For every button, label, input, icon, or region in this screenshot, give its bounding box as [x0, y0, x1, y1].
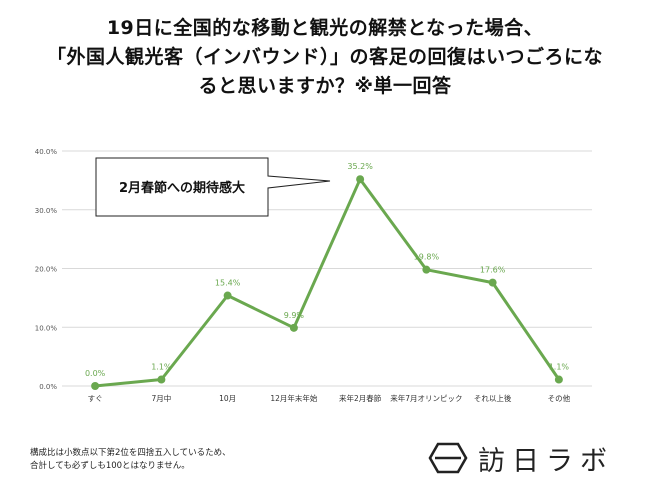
- y-tick-label: 20.0%: [35, 266, 58, 274]
- series-line: [94, 177, 561, 388]
- footnote-line-1: 構成比は小数点以下第2位を四捨五入しているため、: [30, 448, 231, 458]
- y-tick-label: 10.0%: [35, 324, 58, 332]
- title-line-1: 19日に全国的な移動と観光の解禁となった場合、: [106, 17, 544, 39]
- x-tick-label: 来年2月春節: [339, 393, 382, 403]
- title-line-3: ると思いますか？※単一回答: [198, 75, 452, 97]
- data-point: [157, 375, 166, 384]
- data-point: [223, 291, 232, 300]
- data-points: [91, 175, 563, 390]
- x-tick-label: 12月年末年始: [270, 393, 318, 403]
- data-point: [488, 278, 497, 287]
- x-tick-label: その他: [548, 393, 571, 403]
- data-labels: 0.0% 1.1% 15.4% 9.9% 35.2% 19.8% 17.6% 1.1%: [85, 162, 569, 378]
- data-label: 1.1%: [151, 363, 172, 372]
- callout: 2月春節への期待感大: [95, 157, 331, 217]
- x-tick-label: それ以上後: [474, 393, 512, 403]
- x-tick-label: 10月: [219, 394, 236, 403]
- y-tick-label: 0.0%: [39, 383, 57, 391]
- series-line-path: [94, 177, 561, 388]
- callout-text: 2月春節への期待感大: [119, 180, 245, 196]
- callout-box: [95, 157, 331, 217]
- x-tick-label: 来年7月オリンピック: [390, 393, 462, 403]
- data-point: [356, 175, 365, 184]
- logo: 訪日ラボ: [428, 441, 614, 477]
- title-line-2: 「外国人観光客（インバウンド）」の客足の回復はいつごろにな: [46, 46, 603, 68]
- logo-text: 訪日ラボ: [478, 445, 614, 477]
- footnote: 構成比は小数点以下第2位を四捨五入しているため、 合計しても必ずしも100とはな…: [30, 447, 231, 473]
- data-point: [422, 265, 431, 274]
- y-tick-labels: 0.0% 10.0% 20.0% 30.0% 40.0%: [35, 148, 58, 391]
- footnote-line-2: 合計しても必ずしも100とはなりません。: [30, 461, 190, 471]
- data-label: 19.8%: [414, 253, 440, 262]
- data-label: 17.6%: [480, 266, 506, 275]
- data-label: 15.4%: [215, 279, 241, 288]
- y-tick-label: 30.0%: [35, 207, 58, 215]
- logo-icon: [428, 442, 468, 474]
- data-point: [91, 382, 100, 390]
- data-point: [554, 375, 563, 384]
- x-tick-labels: すぐ 7月中 10月 12月年末年始 来年2月春節 来年7月オリンピック それ以上後 その他: [88, 393, 571, 403]
- data-label: 9.9%: [284, 311, 305, 320]
- x-tick-label: すぐ: [88, 394, 103, 403]
- data-label: 1.1%: [549, 363, 570, 372]
- y-tick-label: 40.0%: [35, 148, 58, 156]
- data-label: 0.0%: [85, 369, 106, 378]
- x-tick-label: 7月中: [151, 393, 171, 403]
- chart-title: 19日に全国的な移動と観光の解禁となった場合、 「外国人観光客（インバウンド）」…: [0, 14, 650, 101]
- data-point: [289, 323, 298, 332]
- gridlines: [62, 150, 592, 387]
- data-label: 35.2%: [347, 162, 373, 171]
